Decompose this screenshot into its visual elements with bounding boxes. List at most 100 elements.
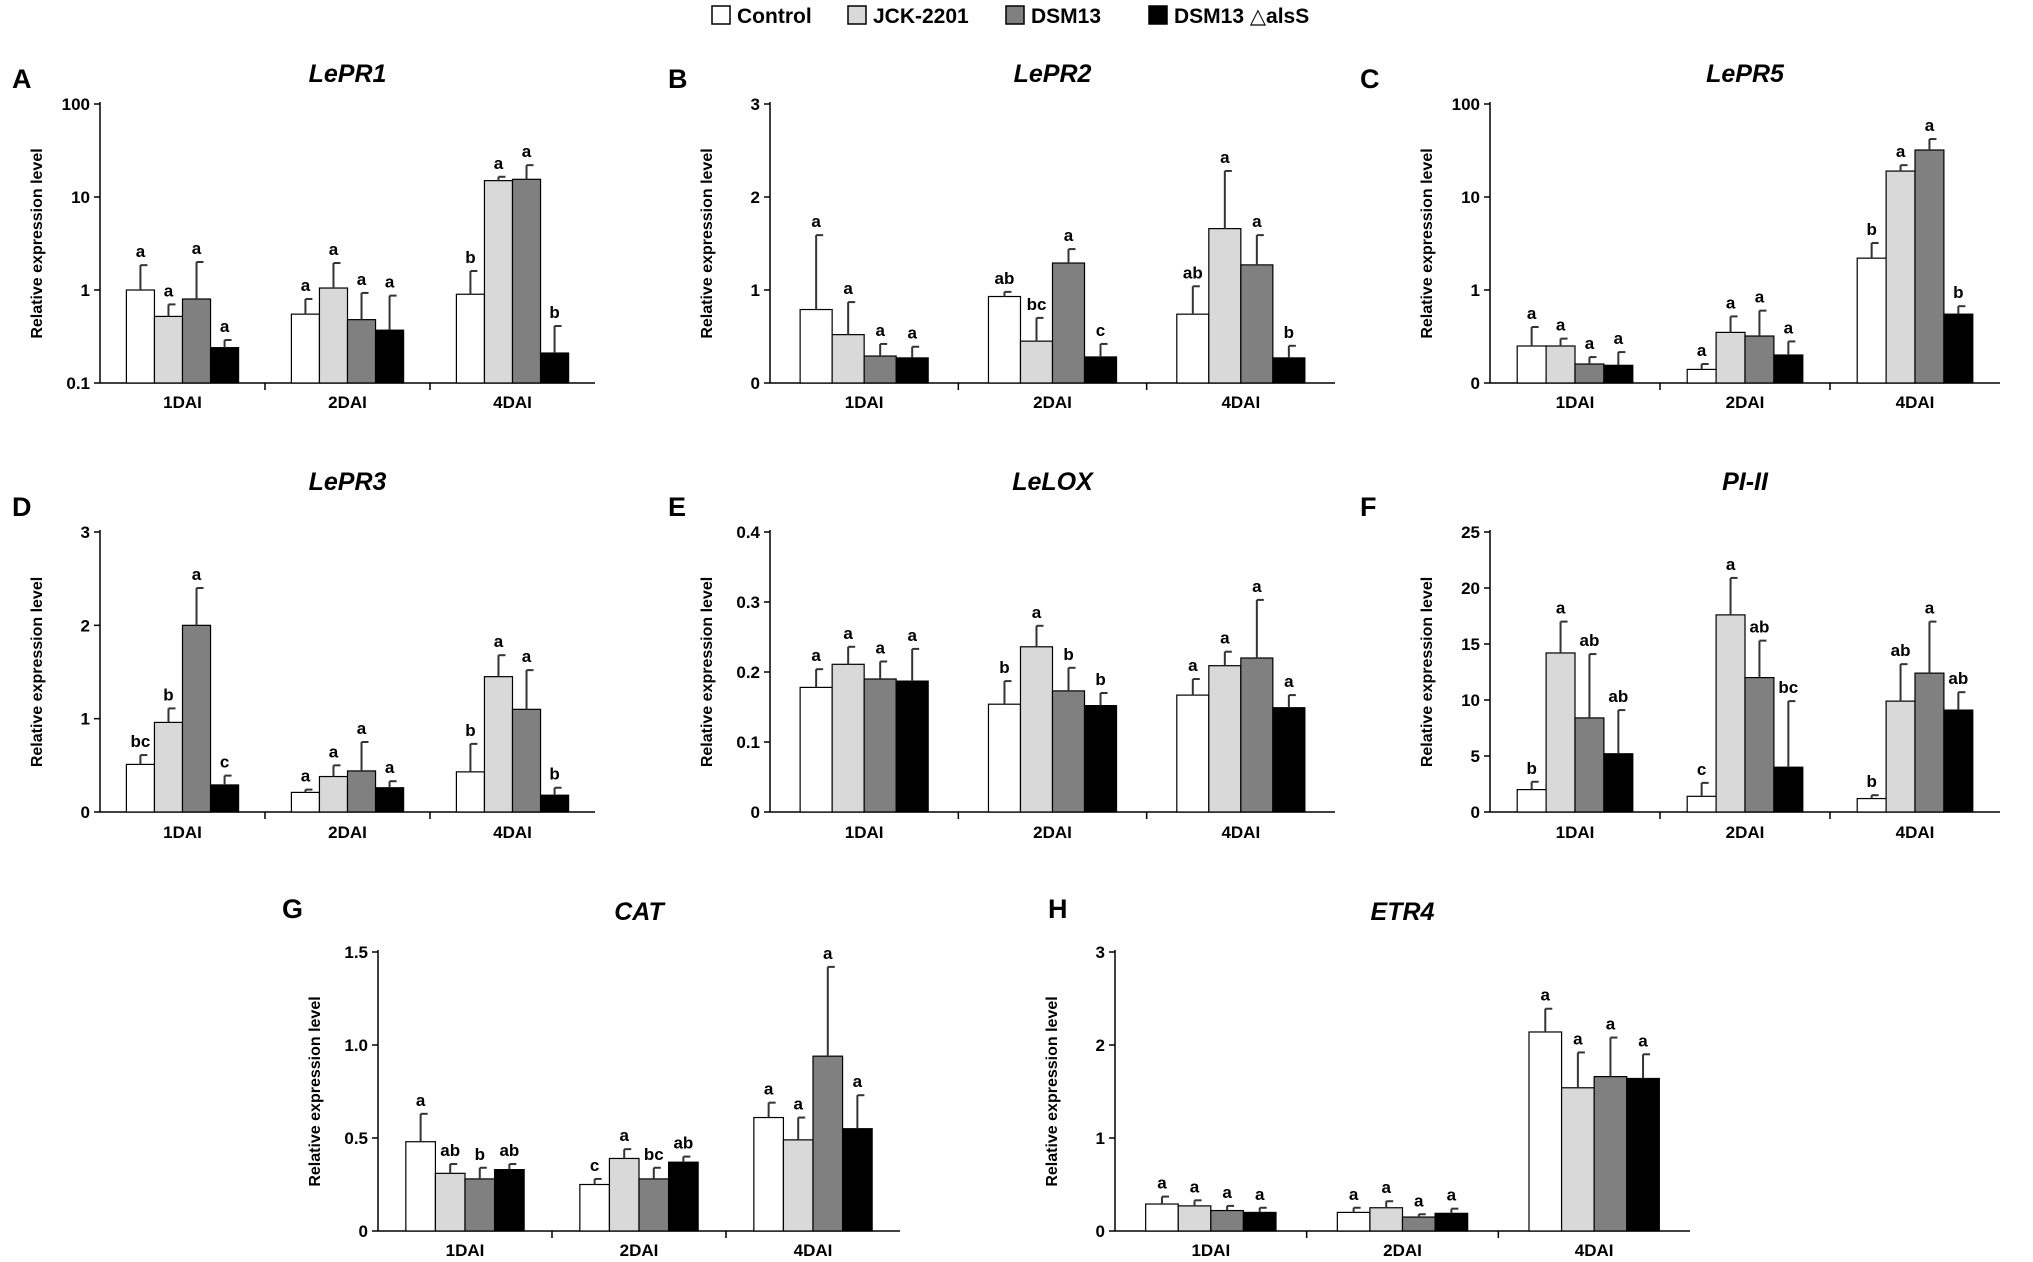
chart-title: CAT	[614, 898, 666, 926]
y-tick-label: 0.2	[736, 663, 760, 682]
significance-letter: b	[1866, 220, 1876, 239]
significance-letter: a	[1252, 212, 1262, 231]
bar-jck-2201-4dai	[1208, 228, 1242, 384]
bar-dsm13-1dai	[1574, 363, 1605, 384]
panel-letter: A	[12, 64, 32, 94]
significance-letter: a	[357, 270, 367, 289]
x-tick-label-1dai: 1DAI	[1556, 823, 1595, 842]
significance-letter: a	[1381, 1178, 1391, 1197]
bar-dsm13-4dai	[1240, 657, 1274, 813]
bar-dsm13-1dai	[1574, 717, 1605, 813]
legend-swatch-jck-2201	[847, 5, 867, 25]
bar-control-4dai	[455, 293, 486, 384]
bar-dsm13-4dai	[1914, 149, 1945, 384]
bar-dsm13-alss-4dai	[1272, 357, 1306, 384]
x-tick-label-4dai: 4DAI	[493, 393, 532, 412]
significance-letter: a	[385, 758, 395, 777]
bar-dsm13-alss-1dai	[209, 784, 240, 813]
bar-dsm13-2dai	[1401, 1216, 1436, 1232]
bar-control-1dai	[1145, 1203, 1179, 1232]
y-tick-label: 0.1	[66, 374, 90, 393]
bar-control-1dai	[1516, 345, 1547, 384]
bar-jck-2201-2dai	[318, 287, 349, 384]
x-tick-label-4dai: 4DAI	[1896, 393, 1935, 412]
bar-dsm13-4dai	[1914, 672, 1945, 813]
panel-e: E LeLOX Relative expression level 0 0.1 0.2 0.…	[668, 468, 1335, 842]
legend-label-dsm13-alss: DSM13 △alsS	[1174, 5, 1309, 28]
x-tick-label-2dai: 2DAI	[328, 823, 367, 842]
y-tick-label: 1	[81, 281, 90, 300]
bar-control-4dai	[1856, 797, 1887, 813]
significance-letter: b	[475, 1145, 485, 1164]
significance-letter: b	[1095, 670, 1105, 689]
significance-letter: ab	[440, 1141, 460, 1160]
significance-letter: c	[590, 1156, 599, 1175]
legend-label-jck-2201: JCK-2201	[873, 5, 969, 28]
significance-letter: a	[164, 281, 174, 300]
y-tick-label: 2	[751, 188, 760, 207]
bar-dsm13-alss-1dai	[493, 1169, 525, 1232]
y-tick-label: 100	[1452, 95, 1480, 114]
bar-dsm13-4dai	[812, 1055, 844, 1232]
chart-title: LeLOX	[1012, 468, 1094, 496]
bar-jck-2201-4dai	[782, 1139, 814, 1232]
y-tick-label: 0	[1471, 803, 1480, 822]
bar-jck-2201-2dai	[1715, 331, 1746, 384]
legend-swatch-dsm13	[1005, 5, 1025, 25]
bar-dsm13-1dai	[863, 355, 897, 384]
y-tick-label: 2	[81, 616, 90, 635]
bar-dsm13-1dai	[181, 298, 212, 384]
bar-dsm13-2dai	[1744, 676, 1775, 813]
y-tick-label: 1	[751, 281, 760, 300]
y-tick-label: 3	[81, 523, 90, 542]
x-tick-label-2dai: 2DAI	[1726, 823, 1765, 842]
significance-letter: a	[1925, 116, 1935, 135]
bar-control-4dai	[455, 771, 486, 813]
significance-letter: ab	[995, 269, 1015, 288]
y-tick-label: 3	[1096, 943, 1105, 962]
x-tick-label-2dai: 2DAI	[1383, 1241, 1422, 1260]
legend-item-dsm13-alss: DSM13 △alsS	[1148, 5, 1309, 28]
significance-letter: a	[843, 624, 853, 643]
bar-dsm13-2dai	[638, 1178, 670, 1232]
chart-title: LePR5	[1706, 60, 1785, 88]
bar-dsm13-alss-2dai	[1773, 354, 1804, 384]
significance-letter: b	[1063, 645, 1073, 664]
bar-jck-2201-4dai	[1560, 1087, 1595, 1232]
bar-control-2dai	[290, 791, 321, 813]
y-tick-label: 3	[751, 95, 760, 114]
significance-letter: a	[522, 647, 532, 666]
panel-letter: H	[1048, 894, 1068, 924]
y-tick-label: 0	[359, 1222, 368, 1241]
bar-dsm13-alss-1dai	[1242, 1211, 1277, 1232]
significance-letter: a	[357, 719, 367, 738]
significance-letter: a	[1726, 293, 1736, 312]
significance-letter: a	[875, 321, 885, 340]
x-tick-label-4dai: 4DAI	[1221, 823, 1260, 842]
bar-dsm13-alss-1dai	[895, 680, 929, 813]
bar-jck-2201-4dai	[483, 180, 514, 384]
significance-letter: a	[1556, 599, 1566, 618]
bar-dsm13-alss-2dai	[1434, 1212, 1469, 1232]
y-tick-label: 0	[1096, 1222, 1105, 1241]
bar-dsm13-1dai	[181, 624, 212, 813]
significance-letter: a	[1925, 599, 1935, 618]
panel-d: D LePR3 Relative expression level 0 1 2 3 1DAI b…	[12, 468, 595, 842]
significance-letter: a	[1222, 1183, 1232, 1202]
panel-a: A LePR1 Relative expression level 0.1 1 10 100…	[12, 60, 595, 412]
bar-control-4dai	[1856, 257, 1887, 384]
bar-jck-2201-1dai	[831, 663, 865, 813]
legend-swatch-dsm13-alss	[1148, 5, 1168, 25]
bar-jck-2201-2dai	[1019, 646, 1054, 813]
bar-dsm13-2dai	[346, 770, 377, 813]
significance-letter: a	[1220, 148, 1230, 167]
significance-letter: ab	[1891, 641, 1911, 660]
significance-letter: b	[1526, 759, 1536, 778]
significance-letter: b	[465, 248, 475, 267]
significance-letter: a	[1188, 656, 1198, 675]
bar-control-4dai	[1176, 313, 1210, 384]
chart-title: LePR3	[309, 468, 387, 496]
bar-control-2dai	[290, 313, 321, 384]
significance-letter: ab	[1580, 631, 1600, 650]
y-tick-label: 1	[81, 710, 90, 729]
